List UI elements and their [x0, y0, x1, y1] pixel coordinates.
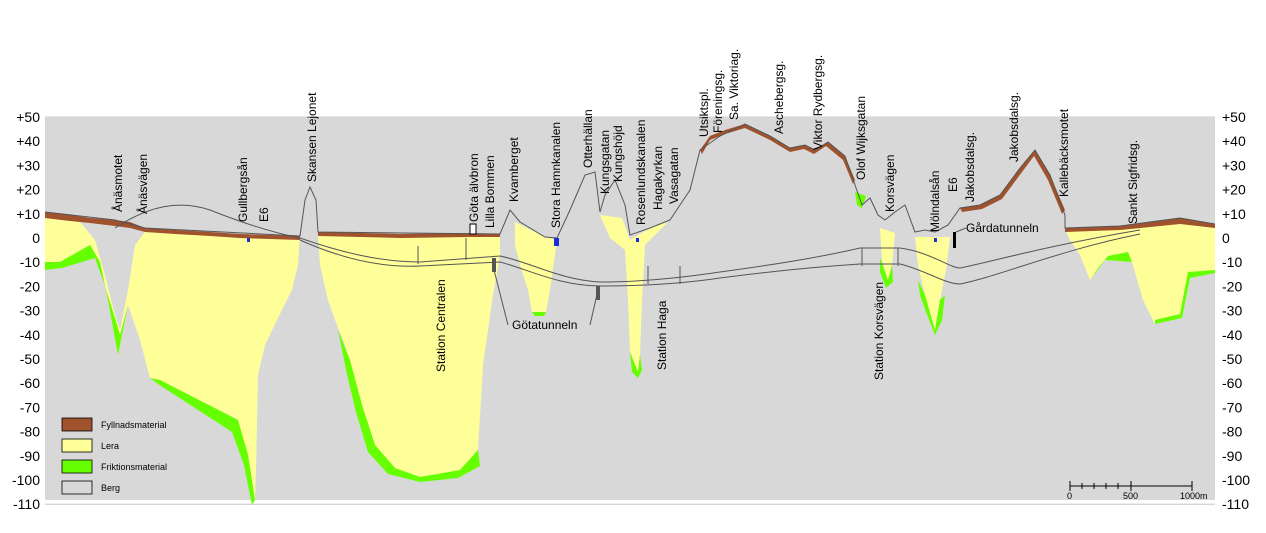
elevation-tick-right: +50 — [1222, 109, 1246, 125]
clay-layer — [45, 215, 1215, 500]
elevation-axis-right: +50 +40 +30 +20 +10 0 -10 -20 -30 -40 -50 -60 -70 -80… — [1222, 109, 1250, 512]
elevation-axis-left: +50 +40 +30 +20 +10 0 -10 -20 -30 -40 -50 -60 -70 -80… — [12, 109, 40, 512]
label-jakobsdalsg-1: Jakobsdalsg. — [963, 132, 977, 202]
elevation-tick-right: -10 — [1222, 254, 1242, 270]
label-viktor-rydbergsg: Viktor Rydbergsg. — [811, 55, 825, 150]
label-stora-hamnkanalen: Stora Hamnkanalen — [549, 122, 563, 228]
elevation-tick-right: +30 — [1222, 157, 1246, 173]
structure-labels: Station Centralen Götatunneln Station Ha… — [434, 221, 1039, 380]
elevation-tick-left: -50 — [20, 351, 40, 367]
label-gotatunneln: Götatunneln — [512, 318, 577, 332]
label-kallebacksmotet: Kallebäcksmotet — [1057, 108, 1071, 197]
elevation-tick-right: -50 — [1222, 351, 1242, 367]
legend: Fyllnadsmaterial Lera Friktionsmaterial … — [61, 417, 167, 495]
elevation-tick-left: -30 — [20, 303, 40, 319]
elevation-tick-right: -80 — [1222, 424, 1242, 440]
label-korsvagen: Korsvägen — [883, 155, 897, 212]
elevation-tick-left: -100 — [12, 472, 40, 488]
label-lilla-bommen: Lilla Bommen — [483, 155, 497, 228]
legend-label-clay: Lera — [101, 441, 119, 451]
elevation-tick-left: -20 — [20, 278, 40, 294]
elevation-tick-left: -90 — [20, 448, 40, 464]
elevation-tick-left: -10 — [20, 254, 40, 270]
legend-swatch-clay — [61, 438, 93, 453]
friction-layer — [45, 192, 1215, 505]
legend-label-friction: Friktionsmaterial — [101, 462, 167, 472]
label-aschebergsg: Aschebergsg. — [772, 61, 786, 134]
label-gardatunneln: Gårdatunneln — [966, 221, 1039, 235]
elevation-tick-left: +20 — [16, 182, 40, 198]
legend-swatch-friction — [61, 459, 93, 474]
elevation-tick-right: +10 — [1222, 206, 1246, 222]
elevation-tick-right: -110 — [1222, 496, 1249, 512]
label-station-centralen: Station Centralen — [434, 279, 448, 372]
label-skansen-lejonet: Skansen Lejonet — [305, 92, 319, 182]
scale-label-1000: 1000m — [1180, 491, 1208, 501]
label-utsiktspl: Utsiktspl. — [697, 88, 711, 137]
label-otterhallan: Otterhällan — [581, 109, 595, 168]
legend-label-rock: Berg — [101, 483, 120, 493]
label-jakobsdalsg-2: Jakobsdalsg. — [1007, 92, 1021, 162]
elevation-tick-left: 0 — [32, 230, 40, 246]
tunnel-alignments — [114, 204, 1141, 287]
scale-bar: 0 500 1000m — [1067, 481, 1208, 501]
legend-label-fill: Fyllnadsmaterial — [101, 420, 167, 430]
label-vasagatan: Vasagatan — [667, 148, 681, 205]
terrain-surface-line — [44, 123, 1216, 239]
label-e6-south: E6 — [946, 177, 960, 192]
label-station-korsvagen: Station Korsvägen — [872, 282, 886, 380]
label-molndalsan: Mölndalsån — [928, 171, 942, 232]
legend-swatch-rock — [61, 480, 93, 495]
label-olof-wijksgatan: Olof Wijksgatan — [854, 96, 868, 180]
elevation-tick-left: -70 — [20, 399, 40, 415]
label-anasmotet: Ånäsmotet — [110, 154, 125, 212]
structure-markers — [247, 223, 967, 326]
place-labels: Ånäsmotet Ånäsvägen Gullbergsån E6 Skans… — [110, 49, 1140, 232]
label-sa-viktoriag: Sa. Viktoriag. — [727, 49, 741, 120]
label-rosenlundskanalen: Rosenlundskanalen — [634, 120, 648, 225]
elevation-tick-right: -70 — [1222, 399, 1242, 415]
elevation-tick-right: -30 — [1222, 303, 1242, 319]
elevation-tick-right: +20 — [1222, 182, 1246, 198]
elevation-tick-right: -100 — [1222, 472, 1250, 488]
scale-label-0: 0 — [1067, 491, 1072, 501]
elevation-tick-left: +40 — [16, 133, 40, 149]
elevation-tick-left: -60 — [20, 375, 40, 391]
label-hagakyrkan: Hagakyrkan — [651, 146, 665, 210]
legend-swatch-fill — [61, 417, 93, 432]
elevation-tick-right: -40 — [1222, 327, 1242, 343]
label-sankt-sigfridsg: Sankt Sigfridsg. — [1126, 140, 1140, 224]
elevation-tick-left: +30 — [16, 157, 40, 173]
label-gota-alvbron: Göta älvbron — [467, 153, 481, 222]
elevation-tick-left: +10 — [16, 206, 40, 222]
label-station-haga: Station Haga — [655, 300, 669, 370]
elevation-tick-right: -60 — [1222, 375, 1242, 391]
label-gullbergsan: Gullbergsån — [236, 157, 250, 222]
label-kungsgatan: Kungsgatan — [598, 130, 612, 194]
elevation-tick-left: -80 — [20, 424, 40, 440]
label-kvamberget: Kvamberget — [507, 137, 521, 202]
elevation-tick-right: -20 — [1222, 278, 1242, 294]
label-e6-north: E6 — [257, 207, 271, 222]
elevation-tick-right: +40 — [1222, 133, 1246, 149]
scale-label-500: 500 — [1123, 491, 1138, 501]
elevation-tick-right: 0 — [1222, 230, 1230, 246]
elevation-tick-right: -90 — [1222, 448, 1242, 464]
label-foreningsg: Föreningsg. — [711, 70, 725, 133]
elevation-tick-left: -110 — [13, 496, 40, 512]
label-kungshojd: Kungshöjd — [611, 125, 625, 182]
elevation-tick-left: +50 — [16, 109, 40, 125]
label-anasvagen: Ånäsvägen — [135, 154, 150, 214]
elevation-tick-left: -40 — [20, 327, 40, 343]
